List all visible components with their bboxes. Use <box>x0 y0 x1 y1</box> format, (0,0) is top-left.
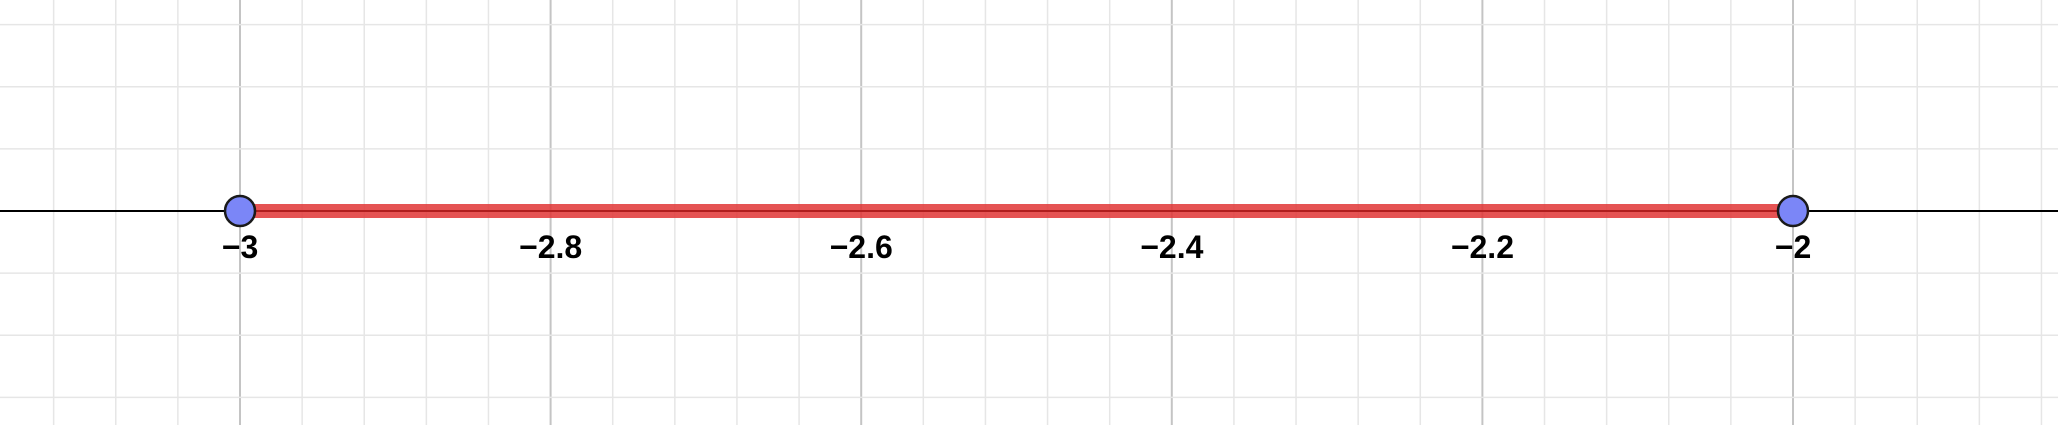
endpoint-marker <box>1776 194 1810 228</box>
endpoint-marker <box>223 194 257 228</box>
interval-segment-group <box>240 204 1793 218</box>
tick-label: −2.2 <box>1451 229 1514 265</box>
tick-labels: −3 −2.8 −2.6 −2.4 −2.2 −2 <box>222 229 1811 265</box>
tick-label: −2.6 <box>830 229 893 265</box>
tick-label: −2.4 <box>1140 229 1203 265</box>
tick-label: −2.8 <box>519 229 582 265</box>
tick-label: −3 <box>222 229 258 265</box>
tick-label: −2 <box>1775 229 1811 265</box>
horizontal-grid <box>0 23 2058 399</box>
endpoints <box>223 194 1810 228</box>
